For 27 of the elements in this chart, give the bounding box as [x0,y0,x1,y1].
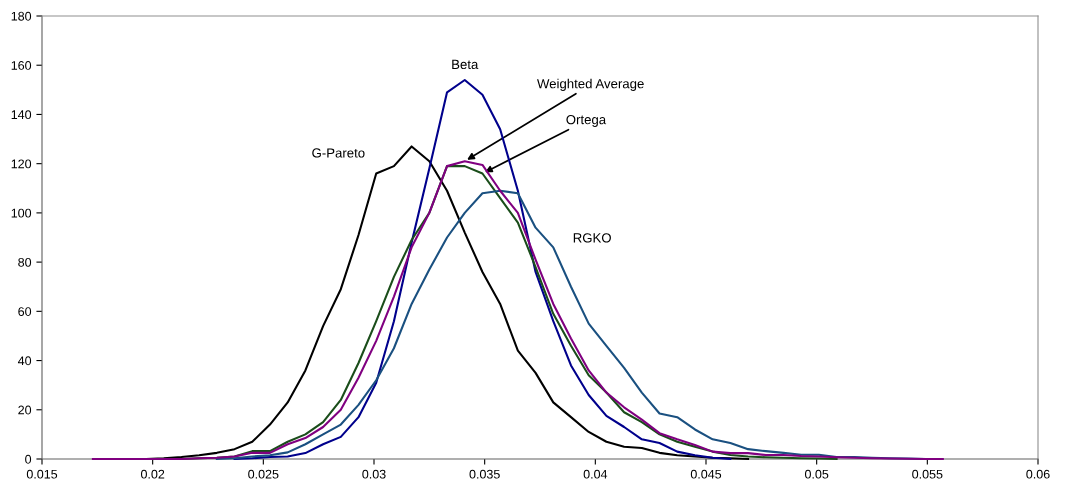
y-tick-label: 20 [18,405,32,415]
x-tick-label: 0.03 [362,469,386,479]
y-tick-label: 60 [18,307,32,316]
x-tick-label: 0.05 [804,469,829,479]
series-label: G-Pareto [312,148,365,158]
x-tick-label: 0.02 [140,469,165,479]
x-tick-label: 0.06 [1026,469,1050,479]
y-tick-label: 80 [18,257,32,267]
y-tick-label: 160 [11,61,32,70]
line-series [91,160,944,461]
text: Ortega [566,114,607,127]
x-tick-label: 0.055 [912,469,943,479]
line-series [233,78,732,461]
y-tick-label: 140 [11,110,32,120]
series-label: RGKO [573,233,611,243]
series-label: Beta [452,59,479,70]
y-tick-label: 100 [11,208,32,218]
y-tick-label: 40 [17,356,32,366]
x-tick-label: 0.035 [469,469,500,479]
x-tick-label: 0.04 [583,469,608,479]
text: Weighted Average [537,78,644,91]
y-tick-label: 180 [11,11,32,21]
x-tick-label: 0.045 [690,469,722,479]
y-tick-label: 0 [25,454,32,464]
x-tick-label: 0.015 [26,469,58,479]
y-tick-label: 120 [11,159,32,169]
x-tick-label: 0.025 [248,469,279,479]
